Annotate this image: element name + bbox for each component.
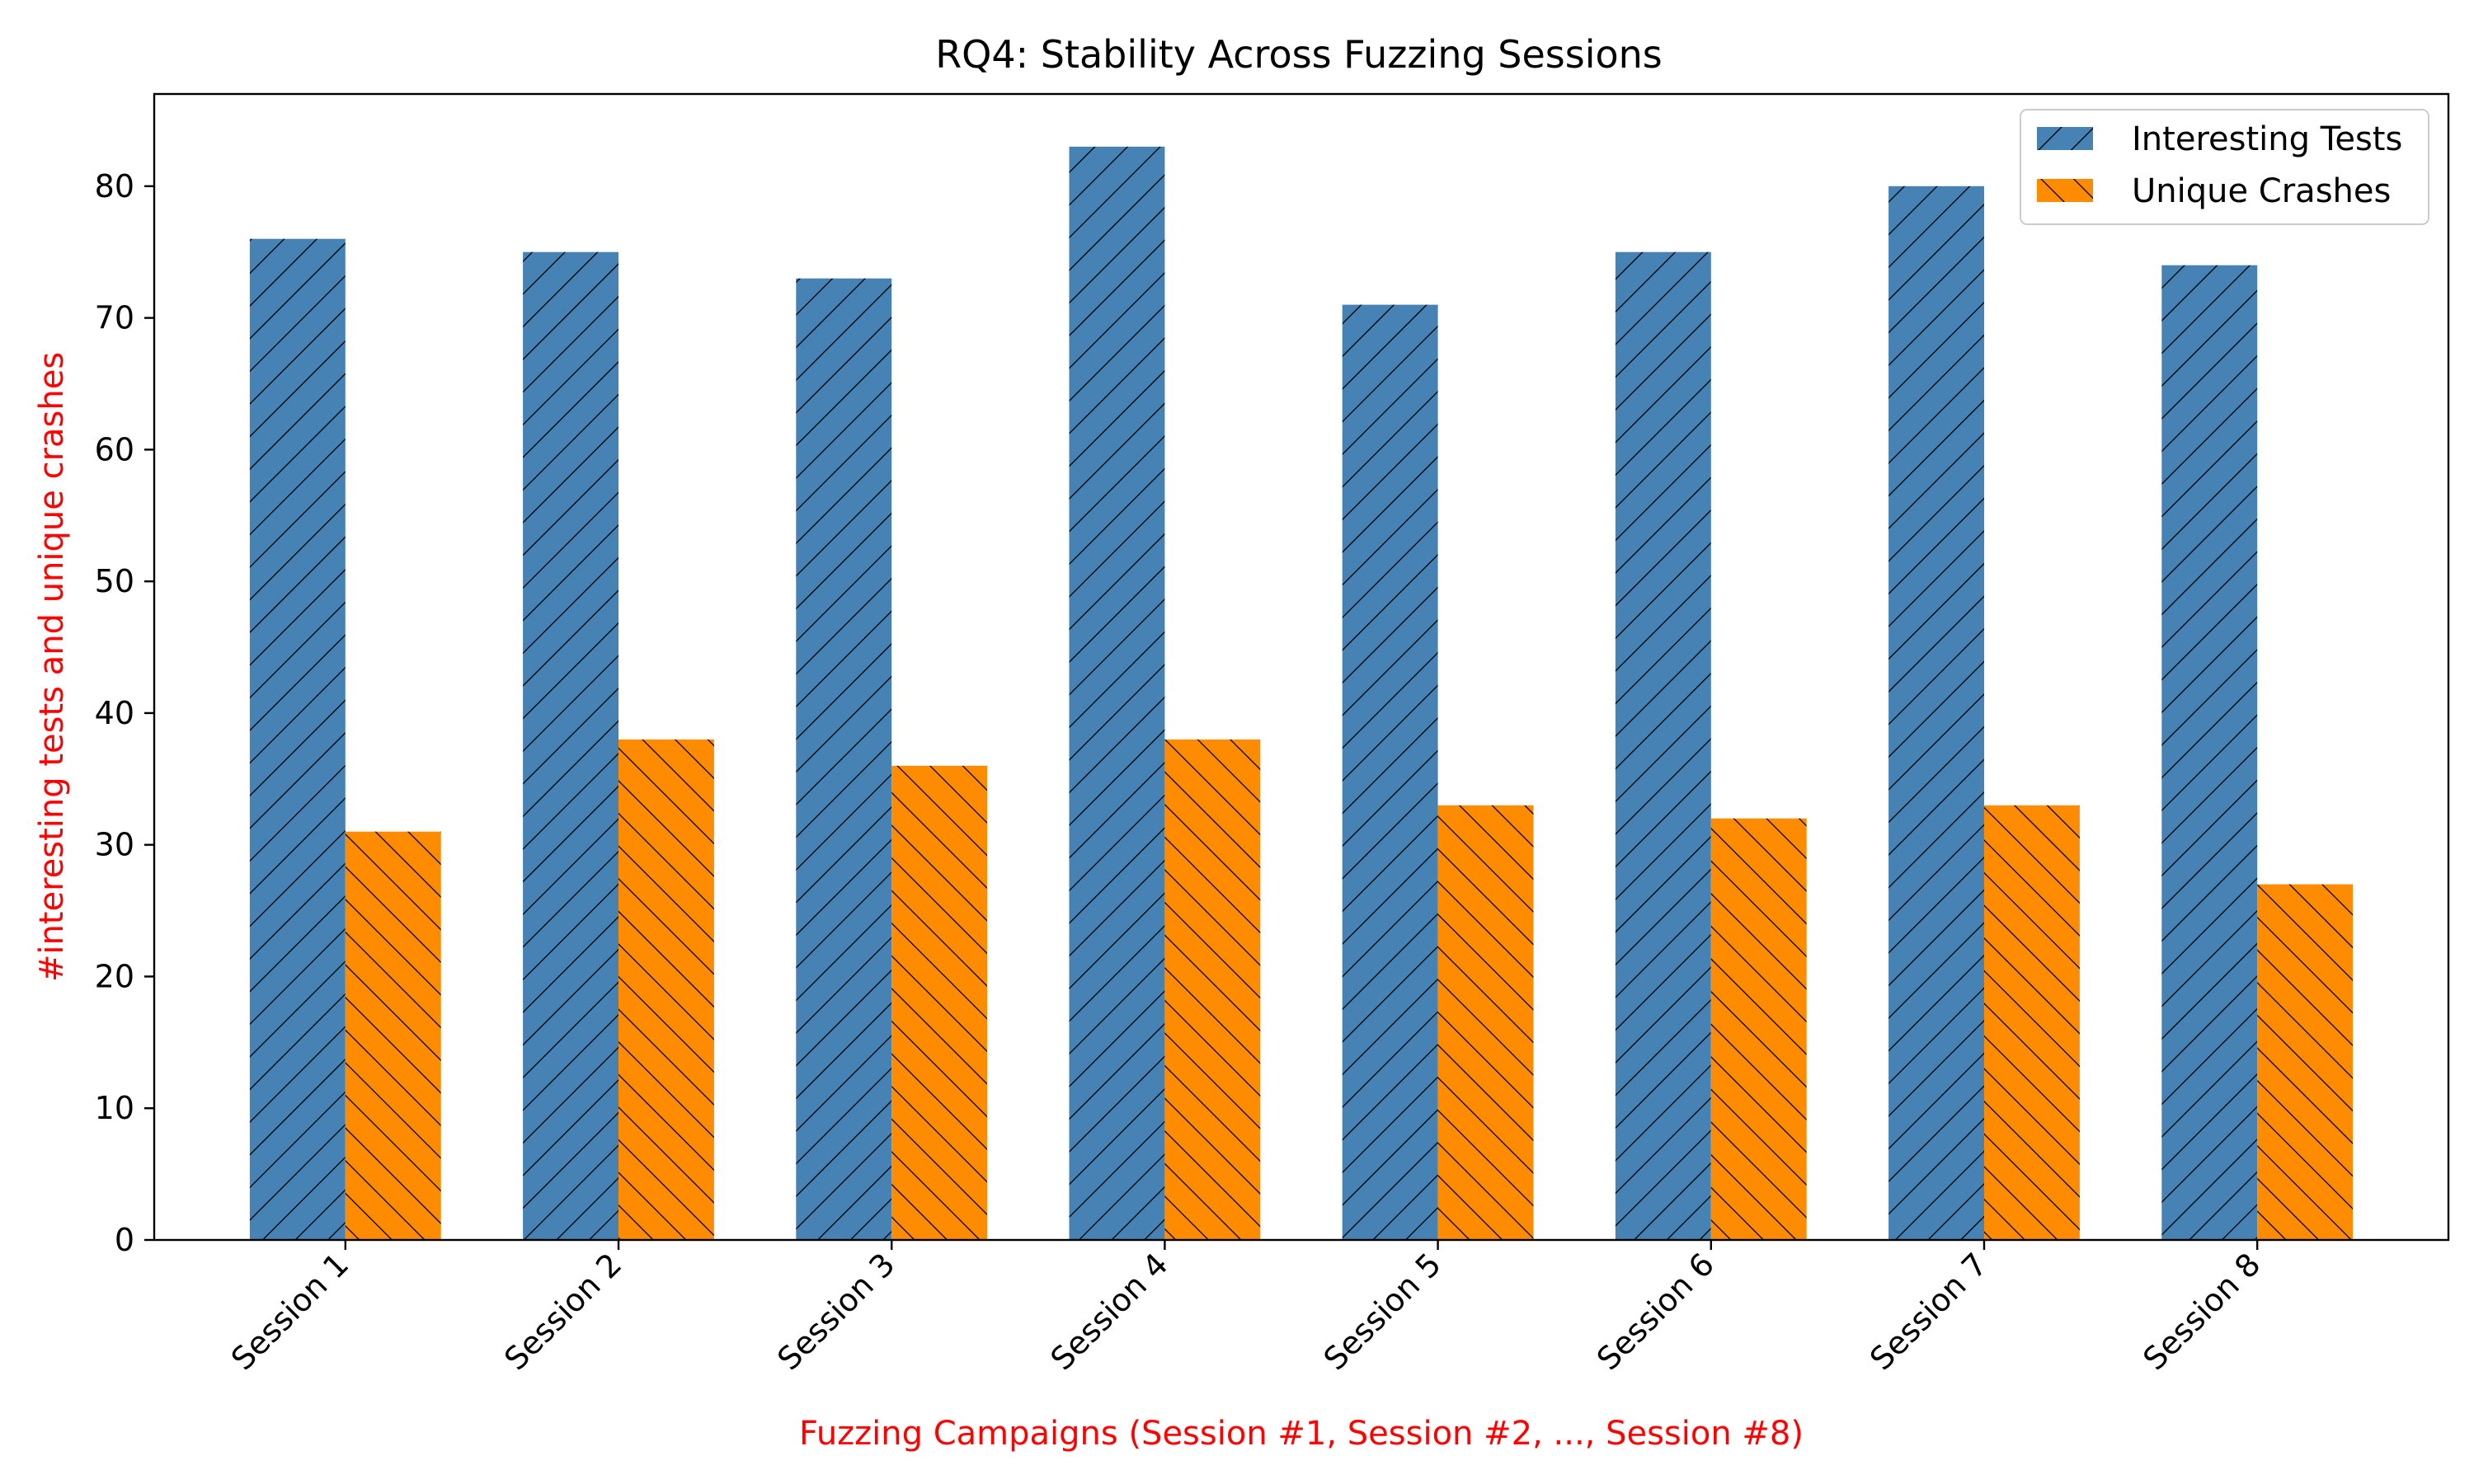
y-axis-ticks: 0 10 20 30 40 50 60 70 80 xyxy=(95,168,154,1258)
bar-interesting-tests-session-8 xyxy=(2161,265,2258,1241)
bars-group xyxy=(249,146,2354,1241)
bar-unique-crashes-session-4 xyxy=(1164,739,1261,1240)
y-tick-label: 40 xyxy=(95,695,134,731)
bar-unique-crashes-session-1 xyxy=(345,831,441,1240)
y-tick-label: 10 xyxy=(95,1090,134,1126)
bar-interesting-tests-session-7 xyxy=(1888,186,1984,1240)
legend-label-interesting-tests: Interesting Tests xyxy=(2132,120,2402,158)
bar-unique-crashes-session-7 xyxy=(1984,805,2080,1240)
bar-unique-crashes-session-2 xyxy=(618,739,714,1240)
y-tick-label: 80 xyxy=(95,168,134,204)
x-axis-ticks: Session 1 Session 2 Session 3 Session 4 Sess… xyxy=(224,1240,2268,1378)
bar-unique-crashes-session-8 xyxy=(2257,884,2354,1240)
x-tick-label: Session 3 xyxy=(770,1246,901,1377)
bar-interesting-tests-session-6 xyxy=(1615,251,1711,1241)
axes-frame xyxy=(153,92,2450,1242)
x-axis-label: Fuzzing Campaigns (Session #1, Session #… xyxy=(799,1415,1804,1453)
bar-interesting-tests-session-4 xyxy=(1069,146,1165,1240)
legend-swatch-unique-crashes xyxy=(2037,179,2093,202)
x-tick-label: Session 1 xyxy=(224,1246,355,1377)
legend-swatch-interesting-tests xyxy=(2037,127,2093,150)
y-tick-label: 60 xyxy=(95,431,134,467)
bar-interesting-tests-session-5 xyxy=(1342,304,1438,1241)
x-tick-label: Session 2 xyxy=(497,1246,628,1377)
legend-box xyxy=(2020,109,2429,225)
bar-interesting-tests-session-3 xyxy=(796,278,892,1241)
bar-interesting-tests-session-2 xyxy=(523,251,618,1241)
chart-title: RQ4: Stability Across Fuzzing Sessions xyxy=(935,32,1663,77)
y-tick-label: 70 xyxy=(95,300,134,336)
x-tick-label: Session 5 xyxy=(1317,1246,1448,1377)
x-tick-label: Session 4 xyxy=(1043,1246,1174,1377)
x-tick-label: Session 6 xyxy=(1590,1246,1721,1377)
y-tick-label: 50 xyxy=(95,563,134,599)
y-axis-label: #interesting tests and unique crashes xyxy=(33,352,71,982)
y-tick-label: 30 xyxy=(95,827,134,863)
legend-label-unique-crashes: Unique Crashes xyxy=(2132,172,2391,210)
y-tick-label: 0 xyxy=(115,1222,134,1258)
y-tick-label: 20 xyxy=(95,958,134,994)
bar-unique-crashes-session-3 xyxy=(891,765,988,1240)
legend: Interesting Tests Unique Crashes xyxy=(2020,109,2429,225)
bar-unique-crashes-session-5 xyxy=(1437,805,1534,1240)
bar-interesting-tests-session-1 xyxy=(249,238,346,1241)
bar-unique-crashes-session-6 xyxy=(1710,818,1807,1240)
x-tick-label: Session 7 xyxy=(1863,1246,1994,1377)
x-tick-label: Session 8 xyxy=(2136,1246,2267,1377)
